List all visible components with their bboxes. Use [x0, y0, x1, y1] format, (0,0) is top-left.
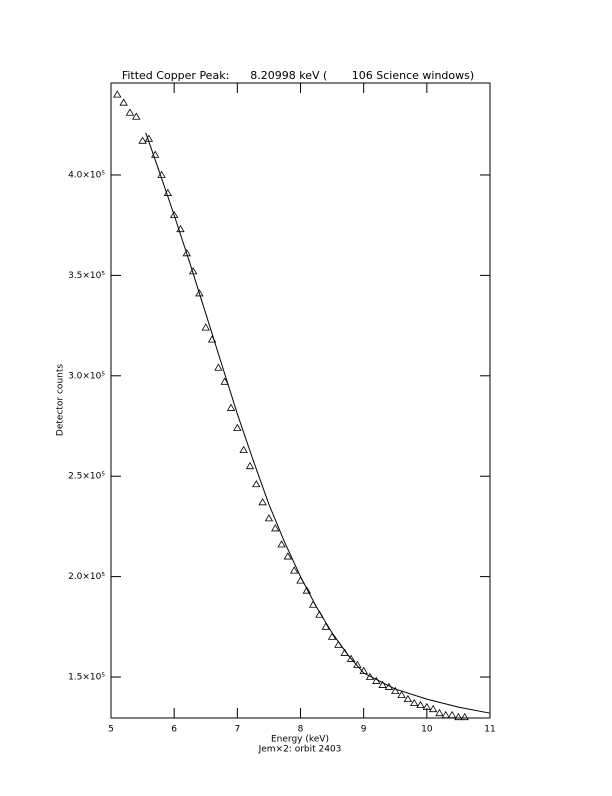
data-point: [447, 710, 457, 719]
data-point: [201, 323, 210, 331]
data-point: [460, 712, 469, 721]
data-point: [435, 708, 444, 717]
y-axis-label: Detector counts: [56, 364, 66, 436]
data-point: [289, 566, 299, 574]
data-point: [271, 524, 280, 532]
data-point: [132, 112, 141, 120]
data-point: [365, 672, 375, 680]
data-point: [346, 654, 356, 662]
data-point: [277, 540, 286, 548]
data-point: [422, 702, 432, 711]
data-point: [226, 403, 236, 411]
y-tick-label: 1.5×10⁵: [68, 673, 105, 683]
data-point: [428, 704, 438, 713]
data-point: [245, 461, 255, 470]
data-point: [214, 363, 223, 371]
x-tick-label: 9: [361, 725, 367, 735]
data-point: [239, 445, 248, 454]
data-point: [169, 210, 179, 219]
data-point: [391, 686, 400, 694]
data-point: [321, 622, 330, 630]
data-point: [138, 136, 147, 144]
data-point: [233, 423, 242, 431]
data-point: [410, 698, 419, 707]
data-point: [220, 377, 229, 385]
x-tick-label: 7: [234, 725, 240, 735]
x-tick-label: 10: [421, 725, 433, 735]
x-tick-label: 8: [298, 725, 304, 735]
data-point: [403, 694, 413, 703]
x-axis-label: Energy (keV): [271, 735, 329, 745]
data-point: [195, 289, 204, 297]
data-point: [258, 498, 267, 506]
data-point: [252, 479, 261, 488]
data-point: [416, 700, 425, 709]
y-tick-label: 3.5×10⁵: [68, 271, 105, 281]
data-point: [378, 680, 387, 688]
chart-title: Fitted Copper Peak: 8.20998 keV ( 106 Sc…: [122, 69, 474, 82]
data-point: [113, 90, 122, 98]
data-point: [119, 98, 128, 106]
y-tick-label: 3.0×10⁵: [68, 371, 105, 381]
data-point: [125, 108, 135, 116]
y-tick-label: 2.5×10⁵: [68, 472, 105, 482]
subtitle: Jem×2: orbit 2403: [258, 745, 342, 755]
x-tick-label: 5: [108, 725, 114, 735]
y-tick-label: 2.0×10⁵: [68, 572, 105, 582]
data-point: [182, 249, 191, 257]
x-tick-label: 6: [171, 725, 177, 735]
y-tick-label: 4.0×10⁵: [68, 170, 105, 180]
data-point: [454, 712, 463, 721]
data-point: [441, 710, 450, 719]
x-tick-label: 11: [484, 725, 495, 735]
data-point: [327, 632, 337, 640]
data-point: [264, 514, 274, 522]
data-point: [397, 690, 406, 699]
data-point: [283, 552, 293, 560]
fit-line: [145, 132, 491, 714]
data-point: [302, 586, 312, 594]
